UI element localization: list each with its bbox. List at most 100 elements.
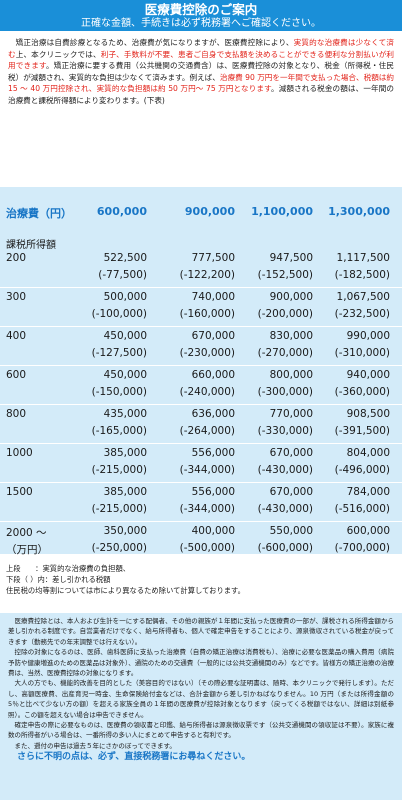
note-paragraph-2: 控除の対象になるのは、医師、歯科医師に支払った治療費（自費の矯正治療は消費税も）… <box>8 648 394 678</box>
income-cell: 600 <box>6 369 27 381</box>
reduction-cell: (-150,000) <box>91 386 147 398</box>
burden-cell: 522,500 <box>103 252 147 264</box>
income-cell: 1500 <box>6 486 33 498</box>
burden-cell: 556,000 <box>191 447 235 459</box>
row-divider <box>0 287 402 288</box>
row-divider <box>0 404 402 405</box>
reduction-cell: (-250,000) <box>91 542 147 554</box>
footnote-1: 上段 ：実質的な治療費の負担額、 <box>6 564 131 573</box>
note-paragraph-3: 大人の方でも、機能的改善を目的とした（美容目的ではない）（その際必要な証明書は、… <box>8 679 394 719</box>
burden-cell: 740,000 <box>191 291 235 303</box>
reduction-cell: (-430,000) <box>257 464 313 476</box>
reduction-cell: (-391,500) <box>334 425 390 437</box>
burden-cell: 1,117,500 <box>336 252 390 264</box>
burden-line: 600 450,000 660,000 800,000 940,000 <box>0 368 402 384</box>
income-cell: 2000 ～ <box>6 527 47 539</box>
reduction-cell: (-182,500) <box>334 269 390 281</box>
burden-cell: 556,000 <box>191 486 235 498</box>
reduction-cell: (-600,000) <box>257 542 313 554</box>
intro-highlight-1: 実質的な治療費は少なくて済む <box>8 38 394 59</box>
table-row: 1000 385,000 556,000 670,000 804,000 (-215,00… <box>0 446 402 484</box>
reduction-line: (-77,500) (-122,200) (-152,500) (-182,500) <box>0 268 402 284</box>
reduction-cell: (-496,000) <box>334 464 390 476</box>
burden-cell: 990,000 <box>346 330 390 342</box>
row-divider <box>0 482 402 483</box>
burden-line: 400 450,000 670,000 830,000 990,000 <box>0 329 402 345</box>
reduction-cell: (-344,000) <box>179 464 235 476</box>
reduction-cell: (-270,000) <box>257 347 313 359</box>
reduction-cell: (-160,000) <box>179 308 235 320</box>
intro-text-2: 上、本クリニックでは、 <box>15 49 101 59</box>
table-header-row: 治療費（円） 600,000 900,000 1,100,000 1,300,0… <box>0 202 402 224</box>
reduction-cell: (-165,000) <box>91 425 147 437</box>
reduction-cell: (-344,000) <box>179 503 235 515</box>
table-row: 300 500,000 740,000 900,000 1,067,500 (-100,0… <box>0 290 402 328</box>
burden-cell: 900,000 <box>269 291 313 303</box>
burden-cell: 660,000 <box>191 369 235 381</box>
note-paragraph-5: また、遡付の申告は過去５年にさかのぼってできます。 <box>14 741 176 750</box>
table-header-col-3: 1,100,000 <box>251 205 313 218</box>
reduction-line: (-127,500) (-230,000) (-270,000) (-310,000) <box>0 346 402 362</box>
income-cell: 1000 <box>6 447 33 459</box>
table-header-label: 治療費（円） <box>6 207 72 220</box>
burden-cell: 636,000 <box>191 408 235 420</box>
row-divider <box>0 521 402 522</box>
reduction-cell: (-77,500) <box>98 269 147 281</box>
income-unit-cell: （万円） <box>6 544 48 556</box>
footnote-2: 下段（ ）内：差し引かれる税額 <box>6 575 111 584</box>
final-note: さらに不明の点は、必ず、直接税務署にお尋ねください。 <box>17 752 251 763</box>
burden-cell: 804,000 <box>346 447 390 459</box>
burden-cell: 800,000 <box>269 369 313 381</box>
burden-cell: 385,000 <box>103 447 147 459</box>
reduction-cell: (-500,000) <box>179 542 235 554</box>
table-header-col-1: 600,000 <box>96 205 147 218</box>
reduction-line: (-215,000) (-344,000) (-430,000) (-516,000) <box>0 502 402 518</box>
reduction-cell: (-215,000) <box>91 503 147 515</box>
burden-cell: 777,500 <box>191 252 235 264</box>
income-label: 課税所得額 <box>6 240 56 251</box>
reduction-cell: (-240,000) <box>179 386 235 398</box>
page-title: 医療費控除のご案内 <box>144 2 258 17</box>
table-row: 200 522,500 777,500 947,500 1,117,500 (-77,50… <box>0 251 402 289</box>
burden-cell: 350,000 <box>103 525 147 537</box>
intro-text-1: 矯正治療は自費診療となるため、治療費が気になりますが、医療費控除により、 <box>15 38 294 47</box>
burden-line: 2000 ～ 350,000 400,000 550,000 600,000 <box>0 524 402 540</box>
page-subtitle: 正確な金額、手続きは必ず税務署へご確認ください。 <box>81 18 321 29</box>
table-row: 400 450,000 670,000 830,000 990,000 (-127,500… <box>0 329 402 367</box>
reduction-cell: (-700,000) <box>334 542 390 554</box>
footnote-3: 住民税の均等割については市により異なるため除いて計算しております。 <box>6 586 245 595</box>
reduction-line: （万円） (-250,000) (-500,000) (-600,000) (-700,… <box>0 541 402 557</box>
burden-cell: 435,000 <box>103 408 147 420</box>
row-divider <box>0 443 402 444</box>
reduction-cell: (-264,000) <box>179 425 235 437</box>
reduction-line: (-100,000) (-160,000) (-200,000) (-232,500) <box>0 307 402 323</box>
reduction-cell: (-310,000) <box>334 347 390 359</box>
reduction-cell: (-516,000) <box>334 503 390 515</box>
intro-highlight-2: 利子、手数料が不要、患者ご自身で支払額を決めることができる便利な分割払いが利用で… <box>8 49 394 71</box>
income-cell: 300 <box>6 291 27 303</box>
reduction-cell: (-200,000) <box>257 308 313 320</box>
notes-section: 医療費控除とは、本人および生計を一にする配偶者、その他の親族が１年間に支払った医… <box>0 613 402 800</box>
intro-text-3: 。矯正治療に要する費用（公共機関の交通費含）は、医療費控除の対象となり、税金（所… <box>8 61 394 82</box>
note-paragraph-4: 確定申告の際に必要なものは、医療費の領収書と印鑑、給与所得者は源泉徴収票です（公… <box>8 721 394 740</box>
burden-line: 200 522,500 777,500 947,500 1,117,500 <box>0 251 402 267</box>
burden-cell: 670,000 <box>269 447 313 459</box>
burden-cell: 940,000 <box>346 369 390 381</box>
footnotes: 上段 ：実質的な治療費の負担額、 下段（ ）内：差し引かれる税額 住民税の均等割… <box>6 563 245 596</box>
note-paragraph-1: 医療費控除とは、本人および生計を一にする配偶者、その他の親族が１年間に支払った医… <box>8 617 394 646</box>
reduction-cell: (-127,500) <box>91 347 147 359</box>
table-row: 600 450,000 660,000 800,000 940,000 (-150,000… <box>0 368 402 406</box>
burden-cell: 400,000 <box>191 525 235 537</box>
burden-cell: 830,000 <box>269 330 313 342</box>
burden-line: 1500 385,000 556,000 670,000 784,000 <box>0 485 402 501</box>
burden-cell: 450,000 <box>103 330 147 342</box>
table-row: 800 435,000 636,000 770,000 908,500 (-165,000… <box>0 407 402 445</box>
reduction-cell: (-430,000) <box>257 503 313 515</box>
burden-cell: 385,000 <box>103 486 147 498</box>
table-header-col-2: 900,000 <box>184 205 235 218</box>
income-cell: 800 <box>6 408 27 420</box>
table-row: 2000 ～ 350,000 400,000 550,000 600,000 （万円） (-… <box>0 524 402 562</box>
reduction-line: (-215,000) (-344,000) (-430,000) (-496,000) <box>0 463 402 479</box>
reduction-cell: (-360,000) <box>334 386 390 398</box>
reduction-cell: (-100,000) <box>91 308 147 320</box>
